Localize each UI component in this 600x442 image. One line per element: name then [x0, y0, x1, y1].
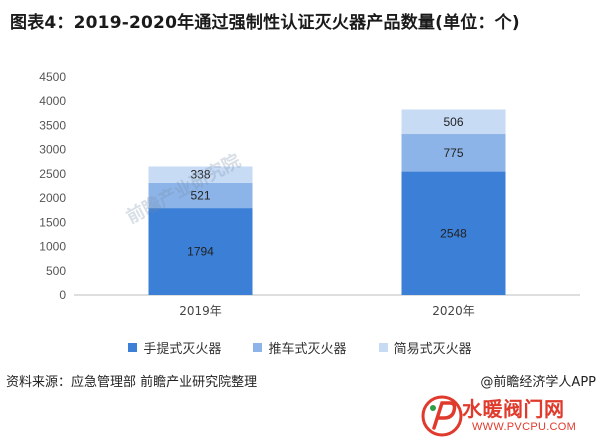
legend-swatch	[378, 343, 388, 352]
legend-swatch	[128, 343, 138, 352]
data-label: 338	[190, 168, 210, 182]
data-label: 506	[443, 115, 463, 129]
x-category-label: 2019年	[179, 304, 222, 318]
bar-segment-1	[401, 134, 506, 172]
y-tick-label: 2000	[39, 191, 66, 205]
legend-label: 简易式灭火器	[393, 342, 472, 357]
logo-text: 水暖阀门网	[462, 397, 565, 421]
legend-label: 推车式灭火器	[268, 342, 347, 357]
legend-item-simple: 简易式灭火器	[378, 338, 472, 357]
data-label: 1794	[187, 245, 214, 259]
y-tick-label: 4500	[39, 70, 66, 84]
credit-note: @前瞻经济学人APP	[480, 375, 596, 390]
bar-segment-0	[148, 208, 253, 295]
logo-url: WWW.PVCPU.COM	[472, 421, 577, 433]
data-label: 2548	[440, 226, 467, 240]
bar-segment-0	[401, 171, 506, 295]
logo-icon	[421, 395, 463, 437]
chart-legend: 手提式灭火器 推车式灭火器 简易式灭火器	[0, 338, 600, 357]
bar-segment-1	[148, 182, 253, 209]
y-tick-label: 4000	[39, 94, 66, 108]
y-tick-label: 3000	[39, 143, 66, 157]
legend-item-handheld: 手提式灭火器	[128, 338, 221, 357]
site-logo: 水暖阀门网 WWW.PVCPU.COM	[420, 392, 600, 442]
legend-label: 手提式灭火器	[143, 342, 222, 357]
y-tick-label: 2500	[39, 167, 66, 181]
bar-segment-2	[148, 166, 253, 183]
y-tick-label: 500	[46, 264, 66, 278]
y-tick-label: 0	[59, 288, 66, 302]
x-category-label: 2020年	[432, 304, 475, 318]
legend-swatch	[253, 343, 263, 352]
source-note: 资料来源：应急管理部 前瞻产业研究院整理	[6, 375, 258, 390]
bar-segment-2	[401, 109, 506, 135]
data-label: 775	[443, 146, 463, 160]
chart-title: 图表4：2019-2020年通过强制性认证灭火器产品数量(单位：个)	[10, 13, 520, 33]
y-tick-label: 3500	[39, 118, 66, 132]
data-label: 521	[190, 188, 210, 202]
y-tick-label: 1500	[39, 215, 66, 229]
legend-item-wheeled: 推车式灭火器	[253, 338, 347, 357]
y-tick-label: 1000	[39, 240, 66, 254]
stacked-bar-chart: 0 500 1000 1500 2000 2500 3000 3500 4000 4500 1794…	[39, 70, 580, 318]
